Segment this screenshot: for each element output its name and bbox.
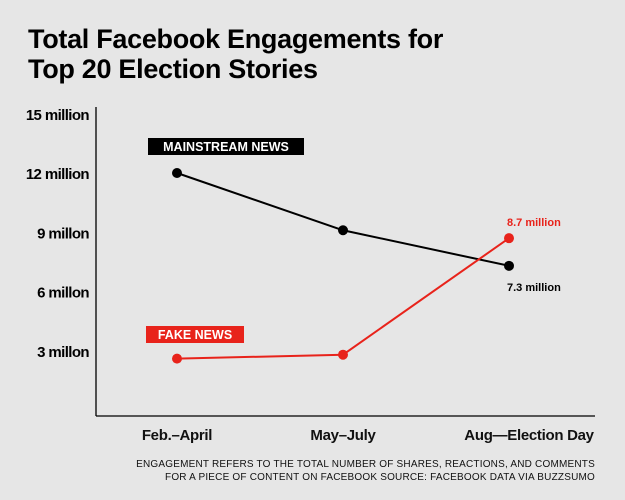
y-tick-label: 6 millon	[37, 285, 89, 302]
data-point	[338, 349, 348, 360]
x-tick-label: May–July	[310, 427, 376, 444]
end-value-label: 7.3 million	[507, 282, 561, 294]
series-label: MAINSTREAM NEWS	[163, 140, 289, 154]
data-point	[504, 233, 514, 244]
series-label-box	[146, 326, 244, 343]
data-point	[172, 168, 182, 178]
x-tick-label: Aug—Election Day	[464, 427, 594, 444]
data-point	[338, 225, 348, 236]
series-line	[176, 172, 510, 267]
series-label-box	[148, 138, 304, 155]
footnote: ENGAGEMENT REFERS TO THE TOTAL NUMBER OF…	[136, 458, 595, 484]
y-tick-label: 9 millon	[37, 225, 89, 242]
chart-title: Total Facebook Engagements for Top 20 El…	[28, 24, 443, 84]
x-tick-label: Feb.–April	[142, 427, 212, 444]
series-label: FAKE NEWS	[158, 328, 232, 342]
title-line-2: Top 20 Election Stories	[28, 54, 318, 84]
y-tick-label: 12 million	[26, 166, 90, 183]
title-line-1: Total Facebook Engagements for	[28, 24, 444, 54]
data-point	[504, 260, 514, 271]
y-tick-label: 15 million	[26, 107, 90, 124]
footnote-line-2: FOR A PIECE OF CONTENT ON FACEBOOK SOURC…	[165, 472, 595, 483]
end-value-label: 8.7 million	[507, 217, 561, 229]
y-tick-label: 3 millon	[37, 344, 89, 361]
footnote-line-1: ENGAGEMENT REFERS TO THE TOTAL NUMBER OF…	[136, 459, 595, 470]
data-point	[172, 353, 182, 364]
